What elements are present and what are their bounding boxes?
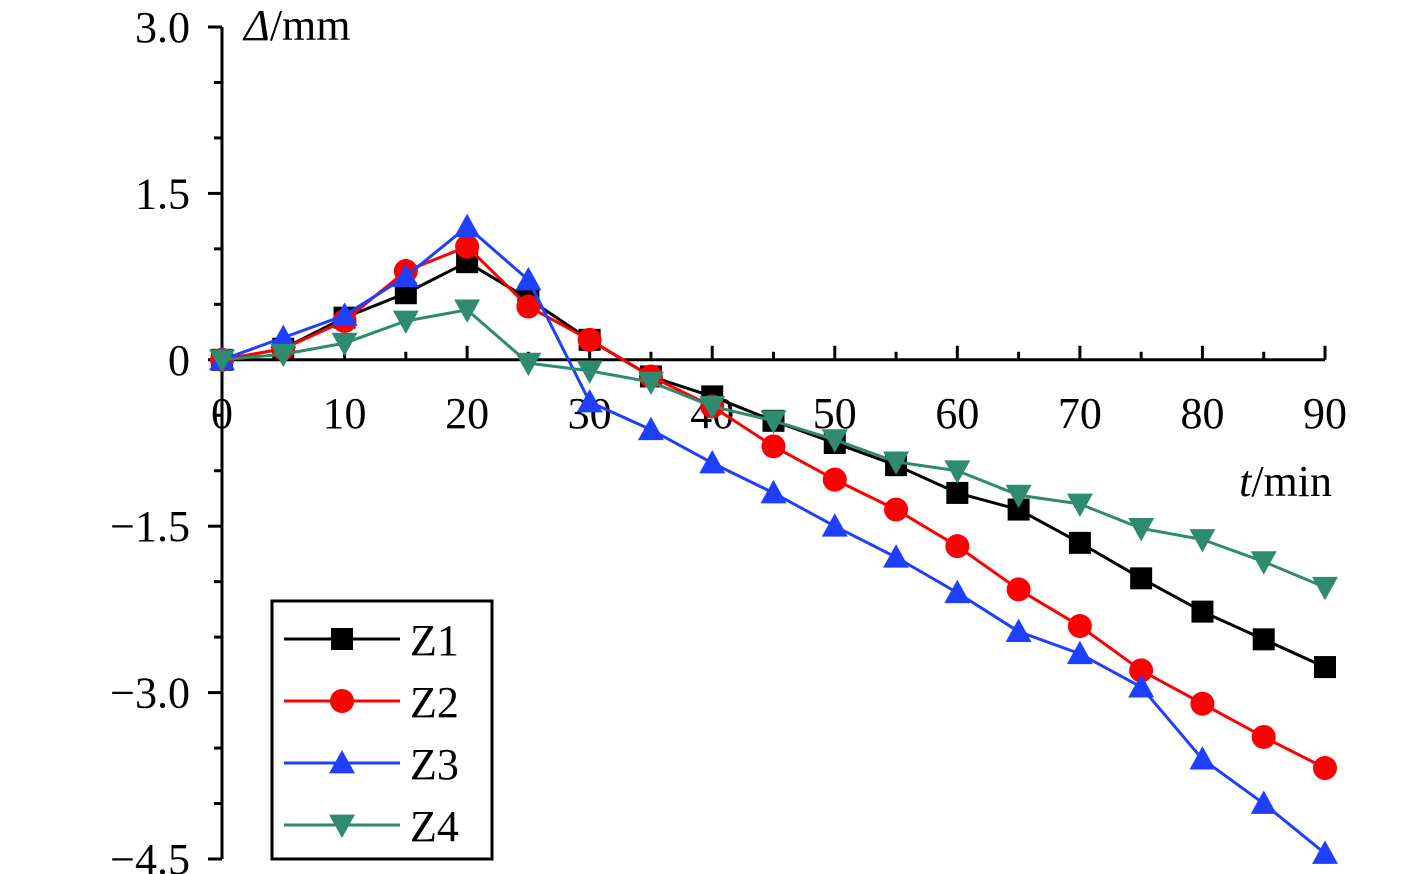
x-tick-label: 70 <box>1058 389 1102 438</box>
data-point-z2 <box>577 327 602 352</box>
data-point-z3 <box>1250 790 1277 814</box>
data-point-z1 <box>1191 600 1214 623</box>
data-point-z1 <box>1007 498 1030 521</box>
data-point-z2 <box>1251 724 1276 749</box>
legend: Z1 Z2 Z3 Z4 <box>270 599 494 861</box>
legend-label: Z3 <box>410 740 459 789</box>
legend-marker <box>329 750 355 774</box>
series-z4 <box>209 299 1338 601</box>
data-point-z3 <box>637 416 664 441</box>
legend-label: Z2 <box>410 678 459 727</box>
x-tick-label: 80 <box>1180 389 1224 438</box>
data-point-z3 <box>1066 640 1093 665</box>
data-point-z2 <box>455 234 480 259</box>
y-tick-label: 3.0 <box>135 3 190 52</box>
legend-item-z4: Z4 <box>284 802 459 851</box>
data-point-z3 <box>1189 746 1216 770</box>
data-point-z2 <box>1313 756 1337 781</box>
data-point-z4 <box>637 371 664 395</box>
data-point-z3 <box>454 213 481 238</box>
data-point-z4 <box>270 343 297 368</box>
data-point-z2 <box>1006 577 1031 602</box>
series-group <box>209 213 1338 864</box>
x-tick-label: 60 <box>935 389 979 438</box>
series-z3 <box>209 213 1338 864</box>
data-point-z1 <box>946 481 969 504</box>
data-point-z3 <box>1312 840 1338 864</box>
y-axis-label: Δ/mm <box>242 1 351 50</box>
data-point-z1 <box>1068 531 1091 554</box>
data-point-z3 <box>576 388 603 413</box>
data-point-z2 <box>945 534 970 559</box>
legend-item-z3: Z3 <box>284 740 459 789</box>
axes: 3.01.50−1.5−3.0−4.50102030405060708090 <box>110 3 1347 874</box>
data-point-z2 <box>884 497 909 522</box>
data-point-z4 <box>699 395 726 420</box>
y-tick-label: −1.5 <box>110 502 190 551</box>
data-point-z4 <box>331 332 358 357</box>
data-point-z4 <box>760 410 787 434</box>
data-point-z4 <box>454 299 481 323</box>
data-point-z1 <box>394 282 417 305</box>
data-point-z4 <box>883 451 910 475</box>
data-point-z3 <box>1005 618 1032 642</box>
data-point-z2 <box>516 294 541 319</box>
data-point-z4 <box>515 352 542 377</box>
data-point-z2 <box>1129 658 1154 683</box>
axis-titles: Δ/mm t/min <box>242 1 1332 506</box>
data-point-z1 <box>1314 656 1336 679</box>
data-point-z2 <box>822 467 847 492</box>
data-point-z3 <box>392 263 419 287</box>
data-point-z3 <box>944 579 971 604</box>
legend-label: Z1 <box>410 616 459 665</box>
data-point-z2 <box>1190 691 1215 716</box>
legend-box <box>270 599 494 861</box>
data-point-z2 <box>761 434 786 459</box>
x-tick-label: 90 <box>1303 389 1347 438</box>
y-tick-label: 0 <box>168 336 190 385</box>
data-point-z3 <box>883 544 910 568</box>
y-tick-label: −4.5 <box>110 835 190 874</box>
data-point-z4 <box>1312 576 1338 601</box>
x-tick-label: 20 <box>445 389 489 438</box>
legend-marker <box>331 628 353 650</box>
y-tick-label: 1.5 <box>135 169 190 218</box>
data-point-z4 <box>1066 493 1093 518</box>
data-point-z4 <box>1189 529 1216 553</box>
data-point-z3 <box>331 302 358 326</box>
data-point-z4 <box>944 460 971 484</box>
data-point-z3 <box>515 266 542 291</box>
data-point-z4 <box>1005 484 1032 509</box>
y-tick-label: −3.0 <box>110 669 190 718</box>
x-axis-label: t/min <box>1239 457 1332 506</box>
legend-label: Z4 <box>410 802 459 851</box>
data-point-z3 <box>760 479 787 504</box>
legend-marker <box>330 689 354 713</box>
data-point-z3 <box>270 324 297 349</box>
legend-marker <box>329 814 355 838</box>
data-point-z4 <box>576 360 603 384</box>
data-point-z2 <box>1067 614 1092 639</box>
data-point-z4 <box>209 349 235 373</box>
data-point-z1 <box>1130 567 1153 590</box>
data-point-z3 <box>699 449 726 474</box>
x-tick-label: 0 <box>211 389 233 438</box>
legend-item-z1: Z1 <box>284 616 459 665</box>
x-tick-label: 10 <box>323 389 367 438</box>
data-point-z4 <box>1250 551 1277 575</box>
data-point-z4 <box>392 310 419 334</box>
data-point-z3 <box>1128 674 1155 698</box>
data-point-z3 <box>821 513 848 537</box>
legend-item-z2: Z2 <box>284 678 459 727</box>
data-point-z4 <box>821 429 848 453</box>
data-point-z4 <box>1128 518 1155 542</box>
data-point-z1 <box>1252 628 1275 651</box>
